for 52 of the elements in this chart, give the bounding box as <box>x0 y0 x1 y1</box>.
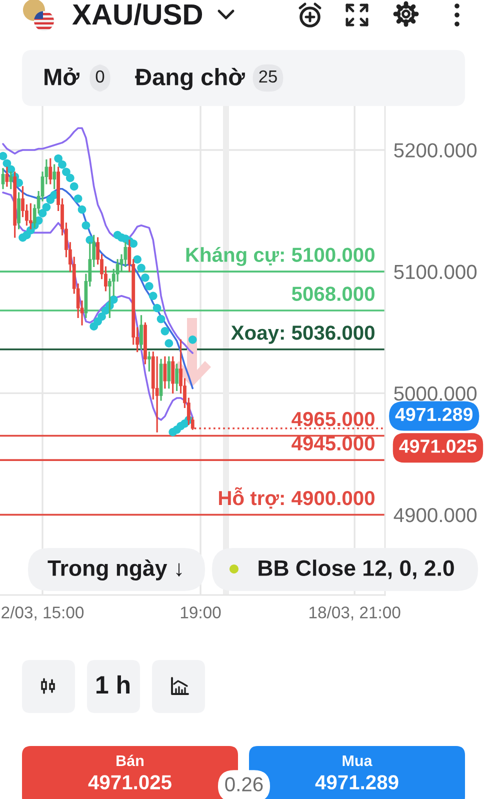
point <box>66 174 74 182</box>
point <box>98 312 106 321</box>
point <box>82 221 90 230</box>
text: 4971.289 <box>315 775 398 790</box>
candlestick <box>5 166 9 187</box>
point <box>133 255 142 264</box>
point <box>70 182 78 191</box>
y-tick-label: 4900.000 <box>394 508 477 522</box>
point <box>74 194 82 203</box>
point <box>58 160 66 169</box>
x-tick-label: 18/03, 21:00 <box>310 606 400 620</box>
point <box>78 205 86 214</box>
point <box>62 168 70 176</box>
text: 0 <box>96 70 104 83</box>
ref-line-label: 4965.000 <box>292 412 374 426</box>
point <box>2 159 12 168</box>
point <box>137 264 146 272</box>
point <box>148 292 158 300</box>
point <box>145 282 154 290</box>
y-tick-label: 5100.000 <box>394 264 477 280</box>
point <box>0 152 8 160</box>
point <box>141 273 150 282</box>
text: 4971.025 <box>88 775 172 790</box>
candlestick <box>28 203 32 230</box>
text: Đang chờ <box>135 68 245 90</box>
ref-line-label: Kháng cự: 5100.000 <box>186 246 374 266</box>
point <box>152 304 162 312</box>
chart-title: XAU/USD <box>72 3 202 26</box>
text: Mua <box>342 755 372 766</box>
point <box>42 202 51 212</box>
y-tick-label: 5000.000 <box>394 386 477 401</box>
text: Mở <box>44 67 80 86</box>
ref-line-label: 4971.025 <box>399 440 477 453</box>
ref-line-label: 4945.000 <box>292 436 374 450</box>
point <box>54 154 62 163</box>
ref-line-label: Xoay: 5036.000 <box>231 326 374 344</box>
point <box>164 339 174 348</box>
text: 0.26 <box>225 777 263 792</box>
x-tick-label: 19:00 <box>180 606 221 618</box>
point <box>156 314 166 324</box>
x-tick-label: 2/03, 15:00 <box>2 606 84 620</box>
text: Bán <box>116 754 144 766</box>
text: 25 <box>259 70 277 83</box>
ref-line-label: 5068.000 <box>292 286 374 301</box>
point <box>188 336 197 344</box>
text: 4971.289 <box>395 408 473 422</box>
y-tick-label: 5200.000 <box>394 143 477 158</box>
point <box>160 326 170 336</box>
annotation: Trong ngày ↓ <box>48 559 182 581</box>
annotation: BB Close 12, 0, 2.0 <box>258 560 454 580</box>
ref-line-label: Hỗ trợ: 4900.000 <box>219 487 374 509</box>
text: 1 h <box>96 675 130 694</box>
